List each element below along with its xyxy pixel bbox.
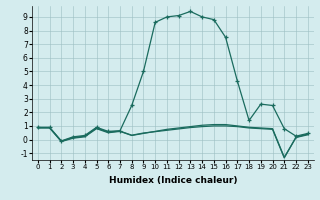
X-axis label: Humidex (Indice chaleur): Humidex (Indice chaleur) <box>108 176 237 185</box>
